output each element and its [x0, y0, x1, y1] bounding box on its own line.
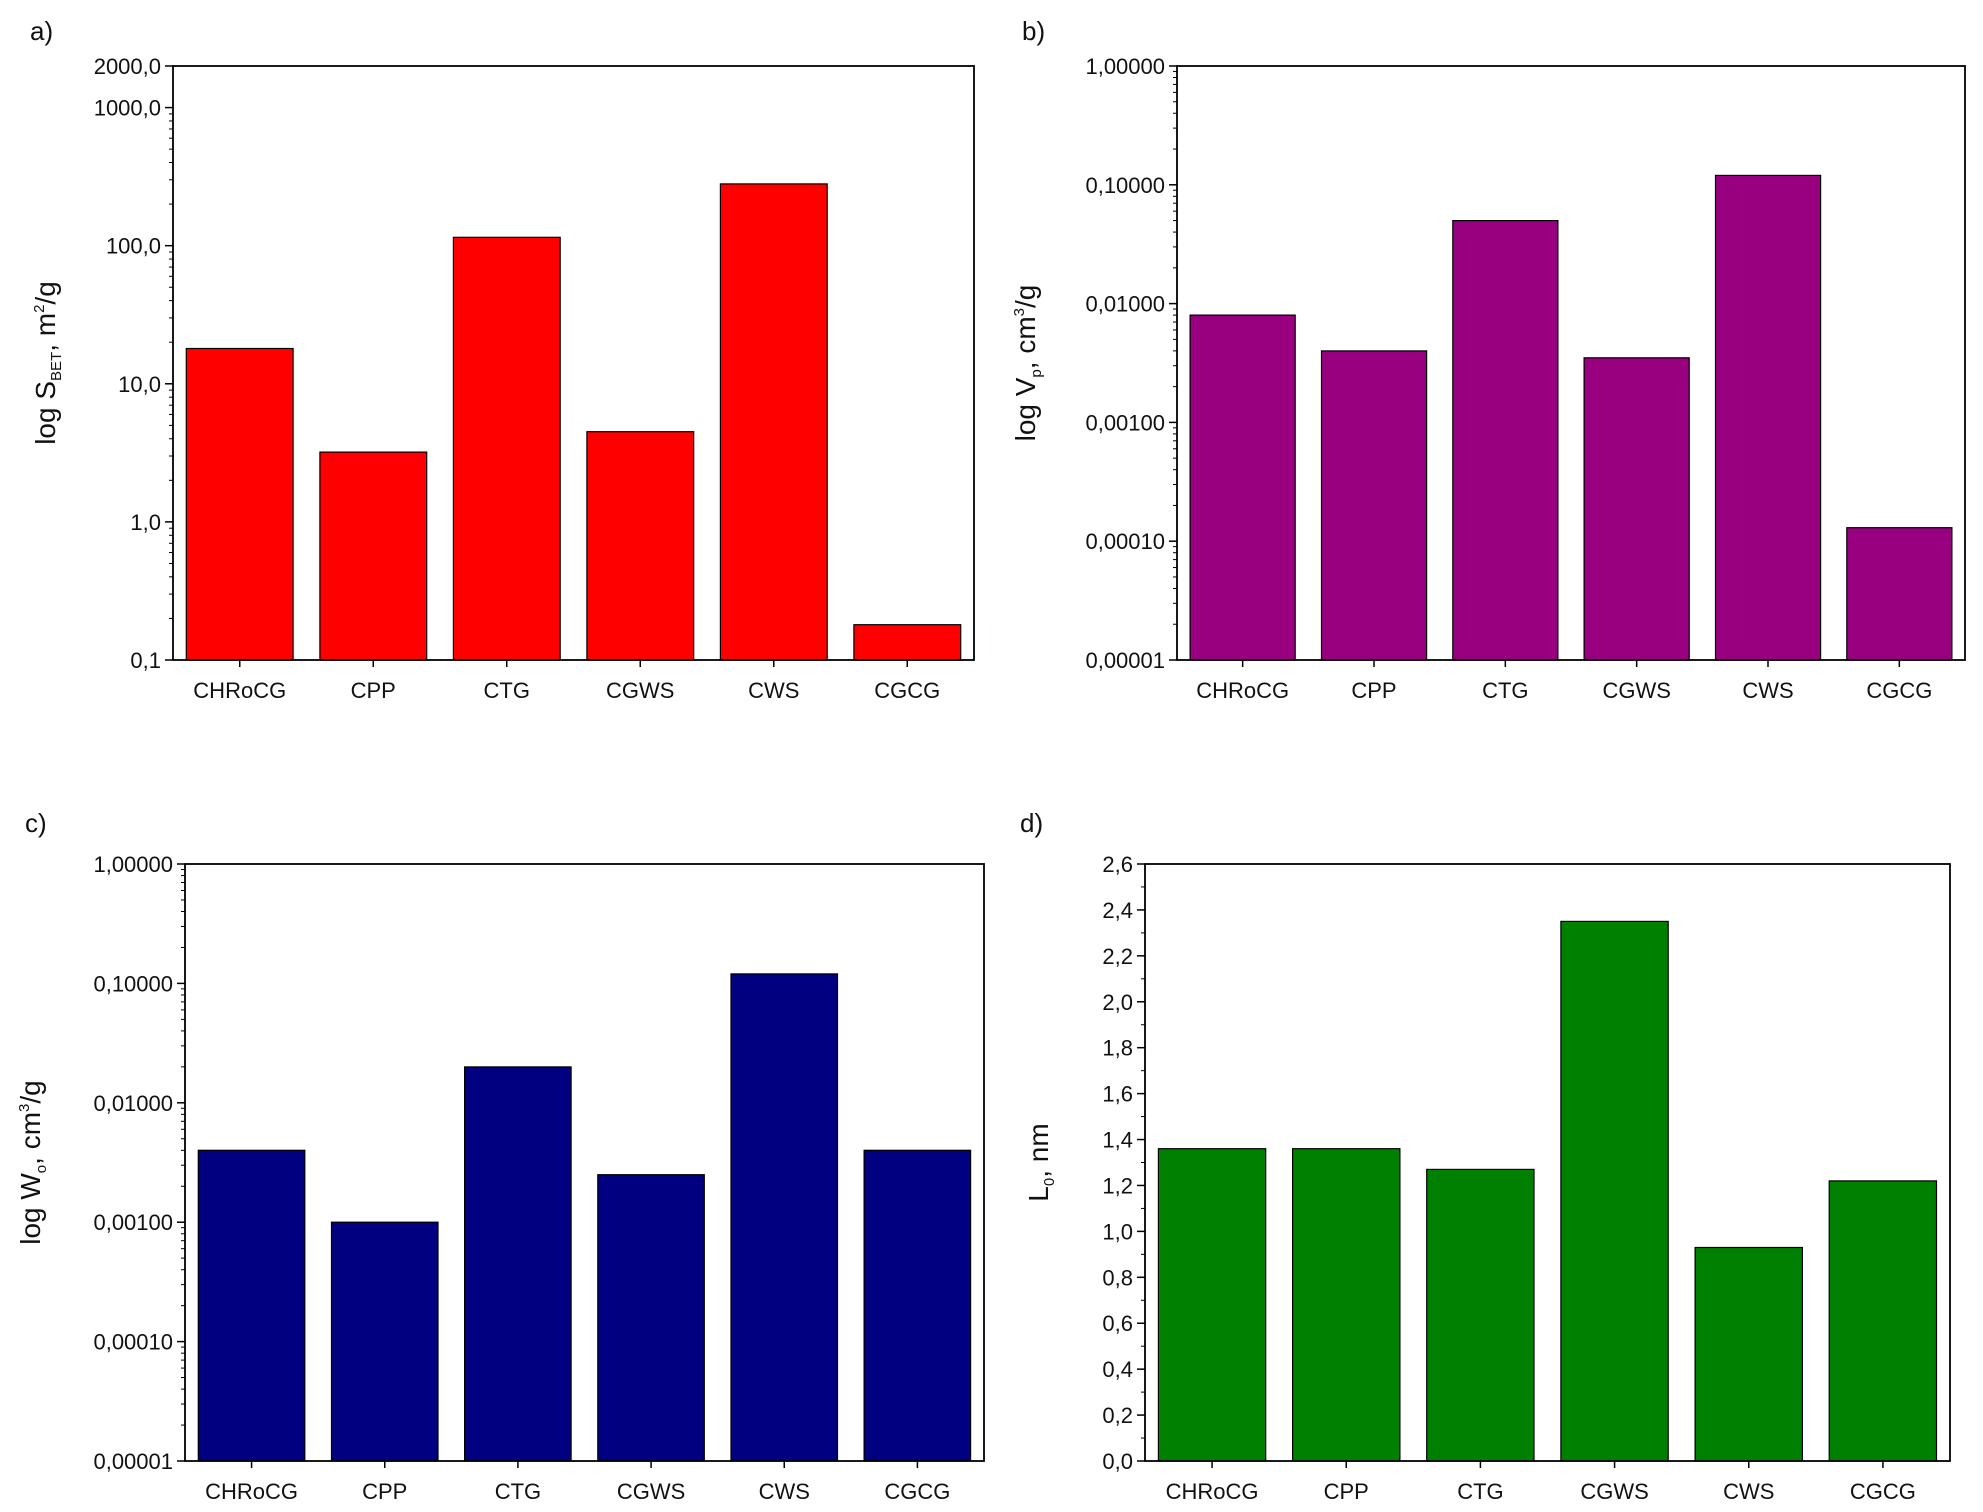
y-tick-label: 2,4: [1102, 898, 1133, 923]
bar-cws: [1714, 174, 1822, 661]
y-tick-label: 0,00100: [1085, 410, 1165, 435]
bar-ctg: [464, 1066, 572, 1462]
y-tick-label: 1,00000: [1085, 54, 1165, 79]
y-tick-label: 0,8: [1102, 1265, 1133, 1290]
x-tick-label: CTG: [495, 1479, 541, 1504]
y-tick-label: 1,8: [1102, 1036, 1133, 1061]
plot-frame: [172, 65, 975, 661]
x-tick-label: CWS: [1723, 1479, 1774, 1504]
y-tick-label: 0,4: [1102, 1357, 1133, 1382]
chart-panel-b: b) CHRoCG CPP CTG CGWS CWS CGCG 0,00001 0,00010 0…: [1010, 16, 1966, 703]
x-tick-label: CGWS: [1602, 678, 1670, 703]
bar-cgcg: [1828, 1180, 1938, 1462]
bar-cgws: [586, 431, 695, 661]
y-tick-label: 0,00001: [1085, 648, 1165, 673]
bar-chrocg: [185, 347, 294, 661]
bar-cgcg: [863, 1149, 972, 1462]
chart-panel-c: c) CHRoCG CPP CTG CGWS CWS CGCG 0,00001 0,00010 0…: [15, 808, 985, 1504]
x-tick-label: CGWS: [606, 678, 674, 703]
x-tick-label: CHRoCG: [205, 1479, 298, 1504]
bar-cws: [1694, 1246, 1803, 1462]
y-axis-label: log SBET, m2/g: [30, 281, 65, 445]
x-tick-label: CGWS: [1580, 1479, 1648, 1504]
plot-frame: [1176, 65, 1966, 661]
bar-cgws: [1560, 920, 1669, 1462]
y-tick-label: 1,00000: [93, 852, 173, 877]
panel-label: b): [1022, 16, 1045, 46]
bar-cgws: [1583, 357, 1690, 661]
x-tick-label: CWS: [1742, 678, 1793, 703]
y-tick-label: 2,2: [1102, 944, 1133, 969]
bar-cws: [730, 973, 839, 1462]
y-tick-label: 0,01000: [1085, 292, 1165, 317]
y-tick-label: 1,0: [1102, 1219, 1133, 1244]
y-tick-label: 0,00010: [93, 1330, 173, 1355]
x-tick-label: CTG: [1482, 678, 1528, 703]
bar-cgcg: [1846, 527, 1953, 661]
bar-cpp: [319, 451, 428, 661]
y-tick-label: 0,10000: [1085, 173, 1165, 198]
x-tick-label: CHRoCG: [1166, 1479, 1259, 1504]
y-axis-label: log Wo, cm3/g: [15, 1080, 50, 1245]
bar-chrocg: [1189, 314, 1296, 661]
panel-label: d): [1020, 808, 1043, 838]
y-tick-label: 0,00010: [1085, 529, 1165, 554]
y-tick-label: 0,1: [130, 648, 161, 673]
x-tick-label: CTG: [484, 678, 530, 703]
x-tick-label: CWS: [748, 678, 799, 703]
x-tick-label: CWS: [759, 1479, 810, 1504]
y-tick-label: 0,01000: [93, 1091, 173, 1116]
bar-cpp: [1291, 1148, 1401, 1462]
x-tick-label: CPP: [1324, 1479, 1369, 1504]
y-tick-label: 1,0: [130, 510, 161, 535]
y-tick-label: 0,00001: [93, 1449, 173, 1474]
y-tick-label: 1,6: [1102, 1082, 1133, 1107]
y-axis-label: L0, nm: [1023, 1123, 1058, 1201]
x-tick-label: CPP: [1351, 678, 1396, 703]
x-tick-label: CTG: [1457, 1479, 1503, 1504]
bar-chrocg: [1157, 1148, 1267, 1462]
y-tick-label: 2,0: [1102, 990, 1133, 1015]
y-axis-label: log Vp, cm3/g: [1010, 285, 1045, 442]
bar-ctg: [1426, 1168, 1535, 1462]
x-tick-label: CGWS: [617, 1479, 685, 1504]
x-tick-label: CGCG: [1850, 1479, 1916, 1504]
y-tick-label: 0,6: [1102, 1311, 1133, 1336]
x-tick-label: CPP: [362, 1479, 407, 1504]
chart-panel-d: d) CHRoCG CPP CTG CGWS CWS CGCG 0,0 0,2 0,4 0,6 0,8…: [1020, 808, 1951, 1504]
bar-cpp: [1320, 350, 1428, 661]
y-tick-label: 100,0: [106, 234, 161, 259]
panel-label: c): [25, 808, 47, 838]
y-tick-label: 1000,0: [94, 96, 161, 121]
x-tick-label: CGCG: [1866, 678, 1932, 703]
y-tick-label: 0,10000: [93, 971, 173, 996]
y-tick-label: 1,4: [1102, 1128, 1133, 1153]
x-tick-label: CHRoCG: [193, 678, 286, 703]
panel-label: a): [30, 16, 53, 46]
bar-chrocg: [197, 1149, 306, 1462]
y-tick-label: 1,2: [1102, 1173, 1133, 1198]
y-tick-label: 2000,0: [94, 54, 161, 79]
x-tick-label: CHRoCG: [1196, 678, 1289, 703]
bar-cgws: [597, 1174, 705, 1462]
chart-panel-a: a) CHRoCG CPP CTG CGWS CWS CGCG 0,1 1,0 10,0 100,0…: [30, 16, 975, 703]
bar-ctg: [1452, 220, 1559, 661]
bar-cpp: [330, 1221, 439, 1462]
bar-cws: [719, 183, 828, 661]
x-tick-label: CGCG: [884, 1479, 950, 1504]
y-tick-label: 0,00100: [93, 1210, 173, 1235]
plot-frame: [184, 863, 985, 1462]
x-tick-label: CGCG: [874, 678, 940, 703]
y-tick-label: 2,6: [1102, 852, 1133, 877]
x-tick-label: CPP: [351, 678, 396, 703]
y-tick-label: 10,0: [118, 372, 161, 397]
bar-ctg: [452, 236, 561, 661]
bar-cgcg: [853, 624, 962, 661]
y-tick-label: 0,0: [1102, 1449, 1133, 1474]
y-tick-label: 0,2: [1102, 1403, 1133, 1428]
